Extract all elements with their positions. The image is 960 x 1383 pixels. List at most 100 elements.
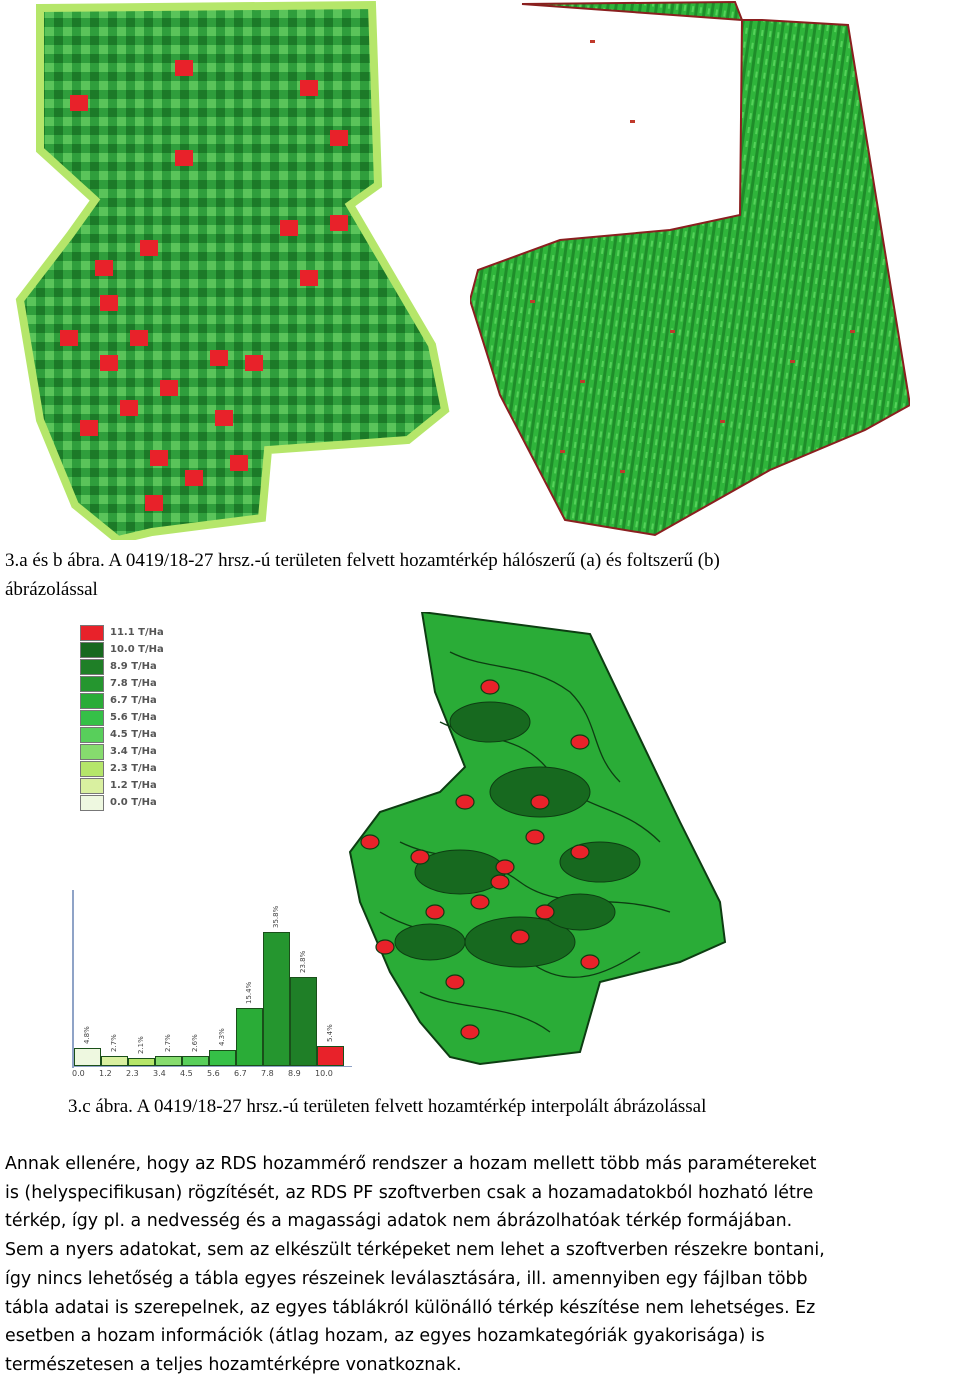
- low-yield-cell: [215, 410, 233, 426]
- histogram-value-label: 23.8%: [299, 950, 307, 973]
- legend-label-4: 6.7 T/Ha: [110, 695, 157, 706]
- histogram-x-tick-label: 8.9: [288, 1069, 301, 1078]
- high-yield-zone: [544, 893, 616, 931]
- low-yield-cell: [185, 470, 203, 486]
- low-yield-cell: [120, 400, 138, 416]
- legend-item-4: 6.7 T/Ha: [80, 693, 200, 710]
- histogram-x-tick-label: 1.2: [99, 1069, 112, 1078]
- low-yield-cell: [280, 220, 298, 236]
- legend-item-9: 1.2 T/Ha: [80, 778, 200, 795]
- legend-item-1: 10.0 T/Ha: [80, 642, 200, 659]
- max-yield-spot: [445, 974, 465, 990]
- legend-item-7: 3.4 T/Ha: [80, 744, 200, 761]
- legend-label-10: 0.0 T/Ha: [110, 797, 157, 808]
- histogram-value-label: 4.3%: [218, 1028, 226, 1046]
- body-paragraph: Annak ellenére, hogy az RDS hozammérő re…: [5, 1150, 955, 1380]
- yield-map-b: [468, 0, 912, 540]
- low-yield-cell: [210, 350, 228, 366]
- max-yield-spot: [570, 734, 590, 750]
- legend-item-8: 2.3 T/Ha: [80, 761, 200, 778]
- low-yield-cell: [160, 380, 178, 396]
- yield-histogram: 4.8% 0.0 2.7% 1.2 2.1% 2.3 2.7% 3.4 2.6% 4.5 4.3% 5…: [62, 880, 362, 1080]
- max-yield-spot: [580, 954, 600, 970]
- high-yield-zone: [394, 923, 466, 961]
- histogram-value-label: 15.4%: [245, 982, 253, 1005]
- histogram-value-label: 2.7%: [110, 1034, 118, 1052]
- low-yield-cell: [100, 295, 118, 311]
- histogram-x-tick-label: 6.7: [234, 1069, 247, 1078]
- legend-swatch-9: [80, 778, 104, 794]
- max-yield-spot: [510, 929, 530, 945]
- body-line: természetesen a teljes hozamtérképre von…: [5, 1354, 462, 1375]
- legend-item-5: 5.6 T/Ha: [80, 710, 200, 727]
- max-yield-spot: [375, 939, 395, 955]
- low-yield-cell: [150, 450, 168, 466]
- legend-label-0: 11.1 T/Ha: [110, 627, 164, 638]
- low-yield-cell: [175, 60, 193, 76]
- histogram-bar: [182, 1056, 209, 1066]
- low-yield-cell: [140, 240, 158, 256]
- yield-map-a: [0, 0, 470, 545]
- max-yield-spot: [425, 904, 445, 920]
- legend-label-6: 4.5 T/Ha: [110, 729, 157, 740]
- legend-swatch-5: [80, 710, 104, 726]
- histogram-value-label: 5.4%: [326, 1023, 334, 1042]
- low-yield-cell: [95, 260, 113, 276]
- legend-swatch-4: [80, 693, 104, 709]
- histogram-bar: [209, 1049, 236, 1066]
- low-yield-cell: [175, 150, 193, 166]
- legend-label-5: 5.6 T/Ha: [110, 712, 157, 723]
- low-yield-patch: [790, 360, 795, 363]
- body-line: is (helyspecifikusan) rögzítését, az RDS…: [5, 1182, 814, 1203]
- high-yield-zone: [449, 701, 531, 743]
- low-yield-patch: [580, 380, 585, 383]
- body-line: így nincs lehetőség a tábla egyes részei…: [5, 1268, 808, 1289]
- max-yield-spot: [470, 894, 490, 910]
- histogram-x-tick-label: 5.6: [207, 1069, 220, 1078]
- low-yield-patch: [720, 420, 725, 423]
- body-line: esetben a hozam információk (átlag hozam…: [5, 1326, 765, 1347]
- legend-label-3: 7.8 T/Ha: [110, 678, 157, 689]
- legend-item-0: 11.1 T/Ha: [80, 625, 200, 642]
- legend-item-2: 8.9 T/Ha: [80, 659, 200, 676]
- low-yield-cell: [80, 420, 98, 436]
- histogram-value-label: 2.1%: [137, 1036, 145, 1055]
- histogram-bar: [236, 1008, 263, 1066]
- figure-ab-caption-line2: ábrázolással: [5, 579, 98, 600]
- max-yield-spot: [490, 874, 510, 890]
- max-yield-spot: [525, 829, 545, 845]
- body-line: Annak ellenére, hogy az RDS hozammérő re…: [5, 1154, 817, 1174]
- histogram-value-label: 35.8%: [272, 905, 280, 928]
- low-yield-cell: [245, 355, 263, 371]
- low-yield-patch: [850, 330, 855, 333]
- legend-label-7: 3.4 T/Ha: [110, 746, 157, 757]
- legend-label-2: 8.9 T/Ha: [110, 661, 157, 672]
- max-yield-spot: [530, 794, 550, 810]
- max-yield-spot: [460, 1024, 480, 1040]
- legend-swatch-7: [80, 744, 104, 760]
- low-yield-cell: [230, 455, 248, 471]
- low-yield-cell: [60, 330, 78, 346]
- histogram-bars: 4.8% 0.0 2.7% 1.2 2.1% 2.3 2.7% 3.4 2.6% 4.5 4.3% 5…: [62, 880, 362, 1080]
- histogram-bar: [263, 931, 290, 1066]
- max-yield-spot: [410, 849, 430, 865]
- low-yield-cell: [300, 80, 318, 96]
- legend-swatch-1: [80, 642, 104, 658]
- legend-swatch-10: [80, 795, 104, 811]
- max-yield-spot: [570, 844, 590, 860]
- legend-label-1: 10.0 T/Ha: [110, 644, 164, 655]
- histogram-x-tick-label: 3.4: [153, 1069, 166, 1078]
- yield-legend: 11.1 T/Ha 10.0 T/Ha 8.9 T/Ha 7.8 T/Ha 6.…: [80, 625, 210, 815]
- low-yield-cell: [330, 215, 348, 231]
- legend-label-9: 1.2 T/Ha: [110, 780, 157, 791]
- histogram-bar: [128, 1058, 155, 1066]
- body-line: térkép, így pl. a nedvesség és a magassá…: [5, 1211, 793, 1232]
- low-yield-cell: [130, 330, 148, 346]
- max-yield-spot: [535, 904, 555, 920]
- legend-swatch-2: [80, 659, 104, 675]
- histogram-value-label: 2.6%: [191, 1034, 199, 1053]
- low-yield-cell: [300, 270, 318, 286]
- low-yield-cell: [70, 95, 88, 111]
- histogram-x-tick-label: 7.8: [261, 1069, 274, 1078]
- figure-ab-caption-line1: 3.a és b ábra. A 0419/18-27 hrsz.-ú terü…: [5, 550, 720, 571]
